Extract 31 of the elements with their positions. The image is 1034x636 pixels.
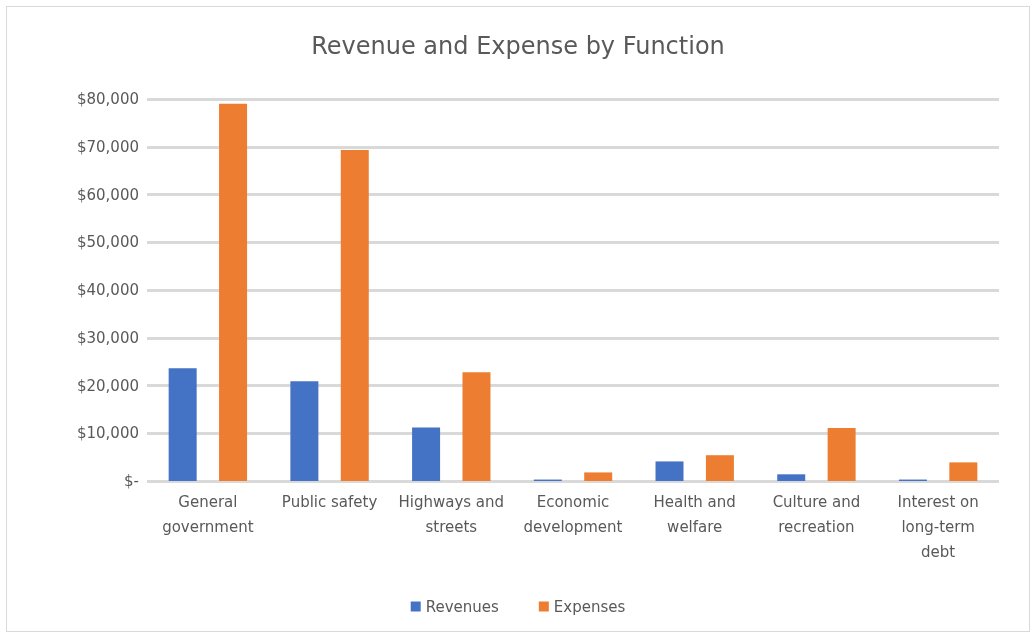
bar [168, 368, 197, 481]
bar [412, 427, 441, 481]
x-tick-label: Economic development [523, 492, 623, 536]
x-tick-label: Public safety [281, 492, 378, 511]
y-tick-label: $80,000 [76, 90, 139, 108]
y-tick-label: $50,000 [76, 233, 139, 252]
bar [827, 428, 856, 481]
bar [584, 472, 613, 481]
y-tick-label: $- [124, 472, 139, 490]
x-tick-label: Interest on long-term debt [897, 492, 979, 561]
bar [655, 461, 684, 481]
bar [462, 372, 491, 481]
bar [777, 474, 806, 481]
legend-label: Revenues [425, 597, 500, 616]
x-tick-label: Culture and recreation [772, 492, 861, 536]
y-tick-label: $40,000 [76, 281, 139, 299]
y-tick-label: $20,000 [76, 376, 139, 395]
x-tick-label: Health and welfare [653, 492, 736, 536]
bar [290, 381, 319, 481]
bar [340, 150, 369, 481]
bar [705, 455, 734, 481]
y-tick-label: $30,000 [76, 328, 139, 347]
legend-label: Expenses [553, 597, 626, 616]
y-tick-label: $10,000 [76, 424, 139, 443]
x-tick-label: General government [162, 492, 254, 536]
chart-title: Revenue and Expense by Function [311, 32, 725, 60]
bar [219, 103, 248, 481]
y-tick-label: $60,000 [76, 185, 139, 204]
y-tick-label: $70,000 [76, 137, 139, 156]
bar [949, 462, 978, 481]
x-tick-label: Highways and streets [398, 492, 505, 536]
